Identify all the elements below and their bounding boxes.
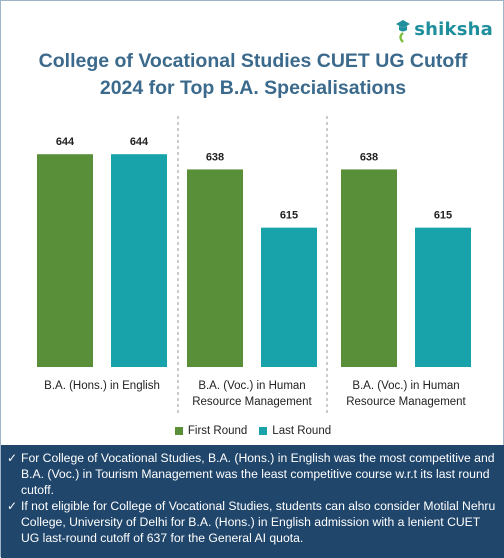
category-label-2: B.A. (Voc.) in Human <box>198 380 305 392</box>
bar-chart: 644 644 638 615 638 615 B.A. (Hons.) in Engli… <box>37 116 471 413</box>
note-text: For College of Vocational Studies, B.A. … <box>21 451 495 497</box>
notes-panel: ✓ For College of Vocational Studies, B.A… <box>1 445 504 558</box>
shiksha-logo: shiksha <box>394 15 493 43</box>
graduate-cap-icon <box>396 20 411 43</box>
legend-item-first-round: First Round <box>174 425 248 437</box>
bar-first-round-2 <box>187 169 243 367</box>
chart-title: College of Vocational Studies CUET UG Cu… <box>1 48 504 102</box>
check-icon: ✓ <box>7 499 18 513</box>
legend-label-first-round: First Round <box>187 425 248 437</box>
brand-name: shiksha <box>414 18 493 40</box>
bar-first-round-3 <box>341 169 397 367</box>
data-label-last-round-3: 615 <box>434 210 452 222</box>
category-label-3: B.A. (Voc.) in Human <box>352 380 459 392</box>
bar-last-round-2 <box>261 227 317 367</box>
title-line-2: 2024 for Top B.A. Specialisations <box>99 77 407 99</box>
note-item: ✓ If not eligible for College of Vocatio… <box>7 498 497 546</box>
legend-swatch-last-round <box>259 427 268 435</box>
note-item: ✓ For College of Vocational Studies, B.A… <box>7 450 497 498</box>
note-text: If not eligible for College of Vocationa… <box>21 499 496 545</box>
data-label-first-round-3: 638 <box>360 151 378 163</box>
data-label-first-round-2: 638 <box>206 151 224 163</box>
data-label-first-round-1: 644 <box>56 136 75 148</box>
legend-label-last-round: Last Round <box>272 425 332 437</box>
bar-last-round-3 <box>415 227 471 367</box>
bar-last-round-1 <box>111 154 167 367</box>
bar-first-round-1 <box>37 154 93 367</box>
legend-item-last-round: Last Round <box>259 425 331 437</box>
title-line-1: College of Vocational Studies CUET UG Cu… <box>38 50 468 72</box>
data-label-last-round-1: 644 <box>130 136 149 148</box>
check-icon: ✓ <box>7 451 18 465</box>
category-label-3: Resource Management <box>346 396 466 408</box>
legend-swatch-first-round <box>174 427 183 435</box>
category-label-2: Resource Management <box>192 396 312 408</box>
chart-legend: First Round Last Round <box>1 425 504 437</box>
data-label-last-round-2: 615 <box>280 210 298 222</box>
category-label-1: B.A. (Hons.) in English <box>44 380 160 392</box>
